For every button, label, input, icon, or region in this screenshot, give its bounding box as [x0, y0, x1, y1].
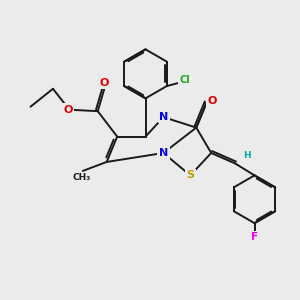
- Text: Cl: Cl: [179, 75, 190, 85]
- Text: O: O: [63, 105, 73, 115]
- Text: N: N: [159, 112, 169, 122]
- Text: O: O: [99, 78, 108, 88]
- Text: F: F: [251, 232, 258, 242]
- Text: N: N: [159, 148, 168, 158]
- Text: CH₃: CH₃: [72, 173, 90, 182]
- Text: O: O: [207, 96, 217, 106]
- Text: H: H: [243, 151, 250, 160]
- Text: S: S: [186, 170, 194, 180]
